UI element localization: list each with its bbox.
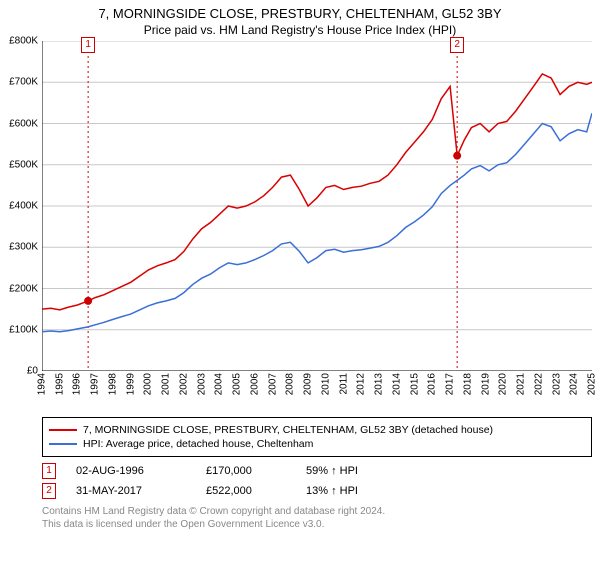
x-tick-label: 2011 (338, 373, 349, 395)
y-tick-label: £700K (9, 77, 38, 88)
x-tick-label: 2019 (480, 373, 491, 395)
x-tick-label: 2004 (214, 373, 225, 395)
chart-title: 7, MORNINGSIDE CLOSE, PRESTBURY, CHELTEN… (0, 6, 600, 21)
x-tick-label: 1994 (37, 373, 48, 395)
marker-badge: 2 (450, 37, 464, 53)
sale-price: £522,000 (206, 485, 286, 497)
chart-subtitle: Price paid vs. HM Land Registry's House … (0, 23, 600, 37)
x-tick-label: 2001 (161, 373, 172, 395)
x-tick-label: 2009 (303, 373, 314, 395)
chart-container: 7, MORNINGSIDE CLOSE, PRESTBURY, CHELTEN… (0, 6, 600, 566)
footer-line: Contains HM Land Registry data © Crown c… (42, 505, 592, 518)
x-tick-label: 2010 (320, 373, 331, 395)
x-tick-label: 2012 (356, 373, 367, 395)
legend-item: HPI: Average price, detached house, Chel… (49, 438, 585, 450)
marker-badge: 1 (42, 463, 56, 479)
sale-date: 31-MAY-2017 (76, 485, 186, 497)
x-tick-label: 2023 (551, 373, 562, 395)
sale-delta: 13% ↑ HPI (306, 485, 416, 497)
y-tick-label: £800K (9, 36, 38, 47)
x-tick-label: 2014 (391, 373, 402, 395)
x-tick-label: 1997 (90, 373, 101, 395)
legend-swatch (49, 443, 77, 445)
y-tick-label: £400K (9, 201, 38, 212)
y-tick-label: £500K (9, 159, 38, 170)
legend-label: HPI: Average price, detached house, Chel… (83, 438, 313, 450)
chart-plot (42, 41, 592, 371)
x-tick-label: 1996 (72, 373, 83, 395)
footer: Contains HM Land Registry data © Crown c… (42, 505, 592, 531)
legend: 7, MORNINGSIDE CLOSE, PRESTBURY, CHELTEN… (42, 417, 592, 457)
x-tick-label: 2002 (178, 373, 189, 395)
x-axis: 1994199519961997199819992000200120022003… (42, 373, 592, 413)
x-tick-label: 2013 (374, 373, 385, 395)
sale-date: 02-AUG-1996 (76, 465, 186, 477)
chart-area: £0£100K£200K£300K£400K£500K£600K£700K£80… (42, 41, 592, 371)
legend-label: 7, MORNINGSIDE CLOSE, PRESTBURY, CHELTEN… (83, 424, 493, 436)
y-tick-label: £300K (9, 242, 38, 253)
x-tick-label: 1995 (54, 373, 65, 395)
x-tick-label: 2006 (249, 373, 260, 395)
legend-swatch (49, 429, 77, 431)
y-tick-label: £100K (9, 324, 38, 335)
x-tick-label: 2007 (267, 373, 278, 395)
y-tick-label: £200K (9, 283, 38, 294)
x-tick-label: 2025 (587, 373, 598, 395)
x-tick-label: 2008 (285, 373, 296, 395)
x-tick-label: 2024 (569, 373, 580, 395)
x-tick-label: 2018 (462, 373, 473, 395)
legend-item: 7, MORNINGSIDE CLOSE, PRESTBURY, CHELTEN… (49, 424, 585, 436)
y-axis: £0£100K£200K£300K£400K£500K£600K£700K£80… (0, 41, 40, 371)
x-tick-label: 2020 (498, 373, 509, 395)
y-tick-label: £600K (9, 118, 38, 129)
x-tick-label: 2015 (409, 373, 420, 395)
x-tick-label: 2017 (445, 373, 456, 395)
sale-points-table: 1 02-AUG-1996 £170,000 59% ↑ HPI 2 31-MA… (42, 463, 592, 499)
x-tick-label: 2016 (427, 373, 438, 395)
sale-price: £170,000 (206, 465, 286, 477)
x-tick-label: 2021 (516, 373, 527, 395)
sale-point-row: 2 31-MAY-2017 £522,000 13% ↑ HPI (42, 483, 592, 499)
marker-badge: 1 (81, 37, 95, 53)
x-tick-label: 2000 (143, 373, 154, 395)
x-tick-label: 2005 (232, 373, 243, 395)
x-tick-label: 2003 (196, 373, 207, 395)
footer-line: This data is licensed under the Open Gov… (42, 518, 592, 531)
x-tick-label: 2022 (533, 373, 544, 395)
x-tick-label: 1998 (107, 373, 118, 395)
sale-point-row: 1 02-AUG-1996 £170,000 59% ↑ HPI (42, 463, 592, 479)
marker-badge: 2 (42, 483, 56, 499)
sale-delta: 59% ↑ HPI (306, 465, 416, 477)
x-tick-label: 1999 (125, 373, 136, 395)
